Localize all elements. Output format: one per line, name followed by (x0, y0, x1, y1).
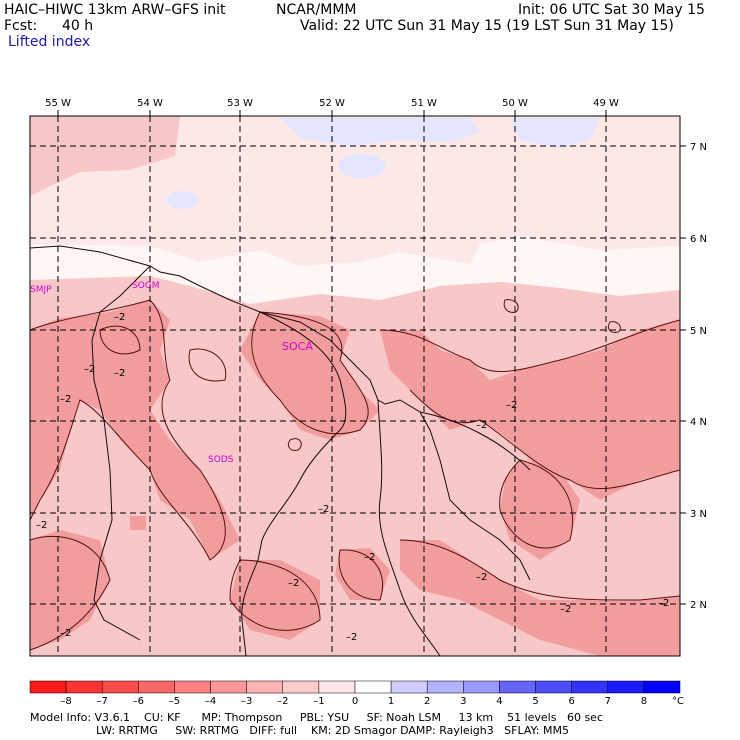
colorbar (29, 680, 681, 694)
fcst-value: 40 h (62, 18, 94, 34)
init-time: Init: 06 UTC Sat 30 May 15 (518, 2, 705, 18)
colorbar-tick-label: 1 (388, 696, 394, 707)
colorbar-swatch (138, 680, 175, 694)
colorbar-swatch (354, 680, 392, 694)
colorbar-swatch (607, 680, 645, 694)
colorbar-swatch (210, 680, 247, 694)
station-label: SMJP (30, 285, 52, 295)
colorbar-swatch (535, 680, 572, 694)
colorbar-tick-label: –5 (169, 696, 180, 707)
colorbar-swatch (426, 680, 464, 694)
lon-label: 54 W (137, 98, 163, 109)
colorbar-tick-label: –7 (97, 696, 108, 707)
lat-label: 2 N (690, 600, 707, 611)
contour-label: –2 (288, 578, 299, 589)
lat-label: 3 N (690, 509, 707, 520)
colorbar-tick-label: –2 (277, 696, 288, 707)
colorbar-tick-label: –1 (313, 696, 324, 707)
lon-label: 49 W (593, 98, 619, 109)
colorbar-tick-label: 0 (352, 696, 358, 707)
contour-label: –2 (318, 504, 329, 515)
colorbar-tick-label: 7 (605, 696, 611, 707)
colorbar-swatch (390, 680, 428, 694)
model-info-line2: LW: RRTMG SW: RRTMG DIFF: full KM: 2D Sm… (96, 724, 569, 737)
contour-label: –2 (560, 604, 571, 615)
colorbar-tick-label: 2 (424, 696, 430, 707)
fcst-label: Fcst: (4, 18, 38, 34)
colorbar-swatch (318, 680, 356, 694)
contour-lines (29, 299, 681, 651)
colorbar-unit: °C (672, 696, 684, 707)
colorbar-swatch (282, 680, 320, 694)
colorbar-swatch (174, 680, 211, 694)
li-minus2-regions (30, 300, 680, 656)
contour-label: –2 (114, 312, 125, 323)
lon-label: 52 W (319, 98, 345, 109)
colorbar-tick-label: –8 (60, 696, 71, 707)
contour-label: –2 (36, 520, 47, 531)
contour-label: –2 (60, 394, 71, 405)
colorbar-swatch (499, 680, 536, 694)
colorbar-swatch (101, 680, 139, 694)
coast-and-borders (29, 245, 531, 657)
colorbar-swatch (643, 680, 681, 694)
colorbar-tick-label: 5 (532, 696, 538, 707)
lon-label: 55 W (45, 98, 71, 109)
colorbar-labels: –8 –7 –6 –5 –4 –3 –2 –1 0 1 2 3 4 5 6 7 8 °C (60, 696, 684, 707)
colorbar-swatch (571, 680, 609, 694)
colorbar-tick-label: 8 (641, 696, 647, 707)
contour-label: –2 (658, 598, 669, 609)
contour-label: –2 (60, 628, 71, 639)
colorbar-tick-label: –6 (133, 696, 144, 707)
contour-label: –2 (506, 400, 517, 411)
axis-ticks (57, 110, 686, 605)
model-title: HAIC–HIWC 13km ARW–GFS init (4, 2, 226, 18)
model-info-line1: Model Info: V3.6.1 CU: KF MP: Thompson P… (30, 711, 603, 724)
map-frame (29, 115, 681, 657)
station-label: SOCA (282, 340, 313, 353)
contour-label: –2 (114, 368, 125, 379)
lon-label: 50 W (502, 98, 528, 109)
valid-time: Valid: 22 UTC Sun 31 May 15 (19 LST Sun … (300, 18, 674, 34)
contour-label: –2 (364, 552, 375, 563)
field-name: Lifted index (8, 34, 91, 50)
lat-label: 4 N (690, 417, 707, 428)
colorbar-tick-label: –4 (205, 696, 216, 707)
station-label: SOGM (132, 281, 160, 291)
lat-label: 6 N (690, 234, 707, 245)
lon-label: 53 W (227, 98, 253, 109)
lat-label: 7 N (690, 142, 707, 153)
contour-label: –2 (84, 364, 95, 375)
station-label: SODS (208, 455, 234, 465)
colorbar-swatch (65, 680, 103, 694)
graticule (30, 116, 680, 656)
colorbar-tick-label: 4 (496, 696, 502, 707)
colorbar-tick-label: 6 (568, 696, 574, 707)
contour-label: –2 (476, 420, 487, 431)
contour-label: –2 (346, 632, 357, 643)
lon-label: 51 W (411, 98, 437, 109)
colorbar-swatch (29, 680, 67, 694)
colorbar-tick-label: 3 (460, 696, 466, 707)
positive-li-patches (166, 118, 600, 209)
contour-label: –2 (476, 572, 487, 583)
org-label: NCAR/MMM (276, 2, 357, 18)
colorbar-swatch (246, 680, 284, 694)
lat-label: 5 N (690, 326, 707, 337)
colorbar-tick-label: –3 (241, 696, 252, 707)
colorbar-swatch (463, 680, 500, 694)
